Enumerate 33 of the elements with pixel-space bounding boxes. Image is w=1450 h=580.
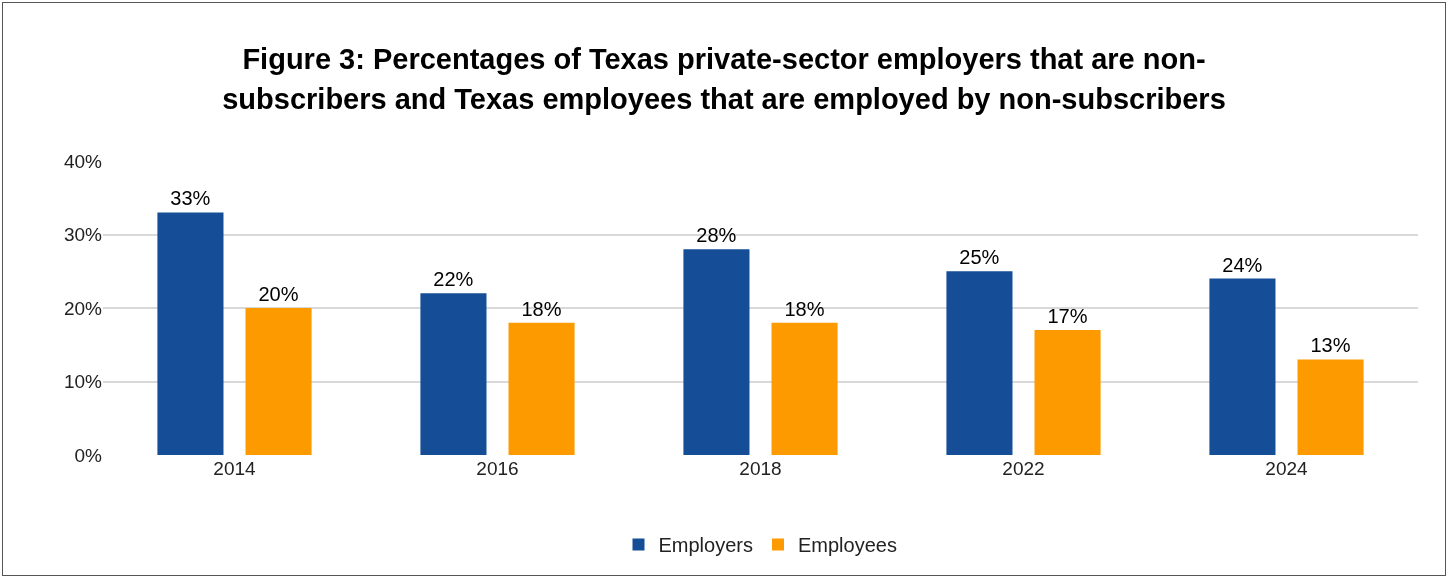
bar (245, 308, 312, 455)
data-label: 25% (959, 246, 1000, 269)
data-label: 28% (696, 224, 737, 247)
y-tick-label: 40% (63, 150, 103, 172)
x-tick-label: 2024 (1265, 458, 1309, 479)
y-tick-label: 30% (63, 224, 103, 246)
legend-label: Employees (797, 534, 897, 557)
data-label: 22% (433, 268, 474, 291)
bar (157, 212, 224, 455)
y-tick-label: 10% (63, 371, 103, 393)
data-label: 18% (521, 297, 562, 320)
data-label: 33% (170, 187, 211, 210)
x-tick-label: 2016 (476, 458, 519, 479)
x-tick-label: 2014 (213, 458, 257, 479)
x-tick-label: 2022 (1002, 458, 1045, 479)
bar (946, 271, 1013, 455)
bar (420, 293, 487, 455)
x-tick-label: 2018 (739, 458, 782, 479)
bar (1209, 278, 1276, 455)
chart-title: Figure 3: Percentages of Texas private-sector employers that are non-subscribers and Texas employees that are employed by non-subscribers (221, 42, 1227, 117)
bar (1297, 359, 1364, 455)
data-label: 18% (784, 297, 825, 320)
data-label: 17% (1047, 305, 1088, 328)
bar (771, 322, 838, 455)
legend-label: Employers (658, 534, 753, 557)
data-label: 13% (1310, 334, 1351, 357)
y-tick-label: 0% (74, 444, 103, 466)
bar (683, 249, 750, 455)
data-label: 20% (258, 283, 299, 305)
data-label: 24% (1222, 253, 1263, 276)
bar (508, 322, 575, 455)
y-tick-label: 20% (63, 297, 103, 319)
bar (1034, 330, 1101, 455)
